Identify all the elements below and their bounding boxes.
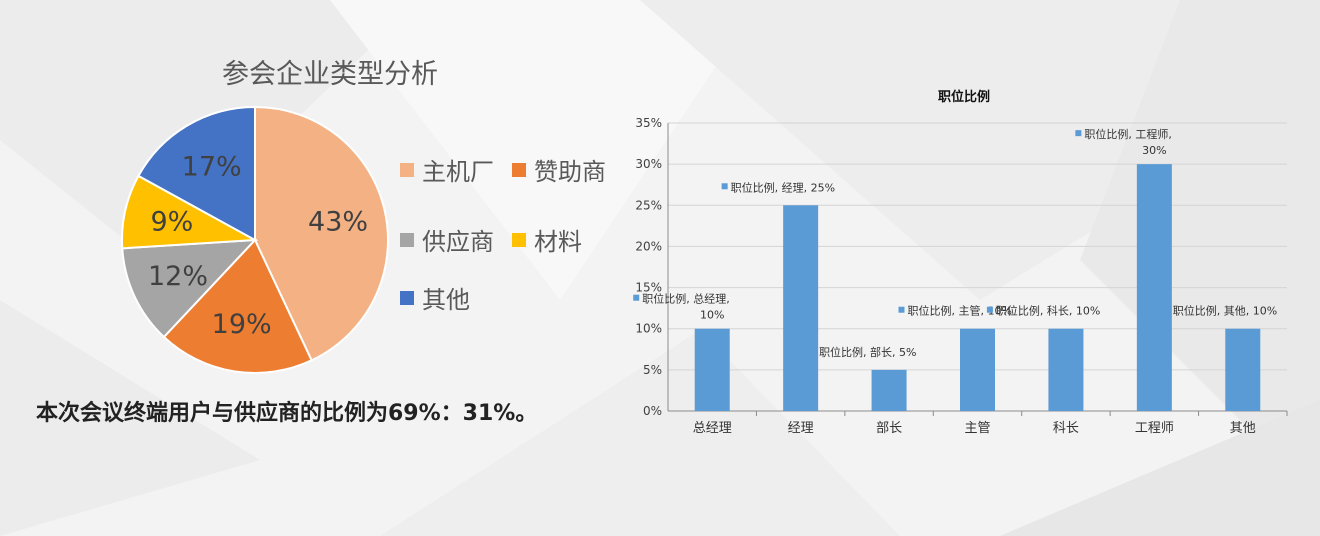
data-label: 职位比例, 工程师, [1084, 127, 1172, 141]
y-tick-label: 5% [643, 363, 662, 377]
data-label: 职位比例, 科长, 10% [996, 304, 1100, 318]
legend-item-oem: 主机厂 [400, 152, 494, 187]
y-tick-label: 20% [635, 239, 662, 253]
pie-slice [121, 238, 258, 339]
pie-data-label: 43% [308, 206, 368, 237]
data-label-marker [1075, 130, 1082, 137]
legend-item-material: 材料 [512, 222, 582, 257]
legend-label: 其他 [422, 286, 470, 314]
data-label: 职位比例, 部长, 5% [819, 345, 916, 359]
legend-item-other: 其他 [400, 280, 470, 315]
data-label: 职位比例, 其他, 10% [1173, 304, 1277, 318]
data-label: 职位比例, 经理, 25% [731, 180, 835, 194]
data-label-marker [721, 183, 728, 190]
data-label: 10% [700, 309, 724, 322]
y-tick-label: 30% [635, 157, 662, 171]
data-label: 职位比例, 主管, 10% [908, 304, 1012, 318]
bar [960, 328, 995, 411]
pie-data-label: 9% [151, 206, 194, 237]
y-tick-label: 25% [635, 198, 662, 212]
legend-item-sponsor: 赞助商 [512, 152, 606, 187]
x-tick-label: 其他 [1230, 421, 1256, 436]
bar [1136, 164, 1172, 411]
bar [1048, 328, 1084, 411]
x-tick-label: 总经理 [693, 421, 732, 436]
x-tick-label: 工程师 [1135, 421, 1174, 436]
y-tick-label: 10% [635, 322, 662, 336]
bar [783, 205, 819, 411]
data-label-marker [633, 294, 640, 301]
data-label-marker [1163, 306, 1170, 313]
legend-item-supplier: 供应商 [400, 222, 494, 257]
data-label-marker [810, 347, 817, 354]
y-tick-label: 35% [635, 116, 662, 130]
bar [871, 369, 907, 411]
legend-label: 材料 [534, 228, 582, 256]
legend-swatch [400, 232, 414, 247]
legend-label: 主机厂 [422, 158, 494, 186]
y-tick-label: 0% [643, 404, 662, 418]
bar-chart-title: 职位比例 [937, 90, 990, 105]
data-label: 职位比例, 总经理, [642, 292, 730, 306]
x-tick-label: 科长 [1053, 421, 1079, 436]
legend-swatch [512, 232, 526, 247]
data-label-marker [898, 306, 905, 313]
pie-data-label: 19% [212, 309, 272, 340]
x-tick-label: 主管 [964, 421, 990, 436]
legend-label: 赞助商 [534, 158, 606, 186]
data-label: 30% [1142, 144, 1166, 157]
bar [694, 328, 730, 411]
x-tick-label: 部长 [876, 421, 902, 436]
pie-slice [137, 105, 256, 242]
legend-swatch [400, 162, 414, 177]
summary-text: 本次会议终端用户与供应商的比例为69%：31%。 [36, 401, 538, 426]
y-tick-label: 15% [635, 281, 662, 295]
legend-label: 供应商 [422, 228, 494, 256]
pie-slice [254, 105, 389, 362]
legend-swatch [400, 290, 414, 305]
x-tick-label: 经理 [788, 421, 814, 436]
legend-swatch [512, 162, 526, 177]
bar [1225, 328, 1261, 411]
pie-data-label: 17% [182, 152, 242, 183]
pie-slice [162, 238, 313, 374]
data-label-marker [986, 306, 993, 313]
pie-chart-title: 参会企业类型分析 [222, 59, 438, 90]
pie-data-label: 12% [148, 261, 208, 292]
